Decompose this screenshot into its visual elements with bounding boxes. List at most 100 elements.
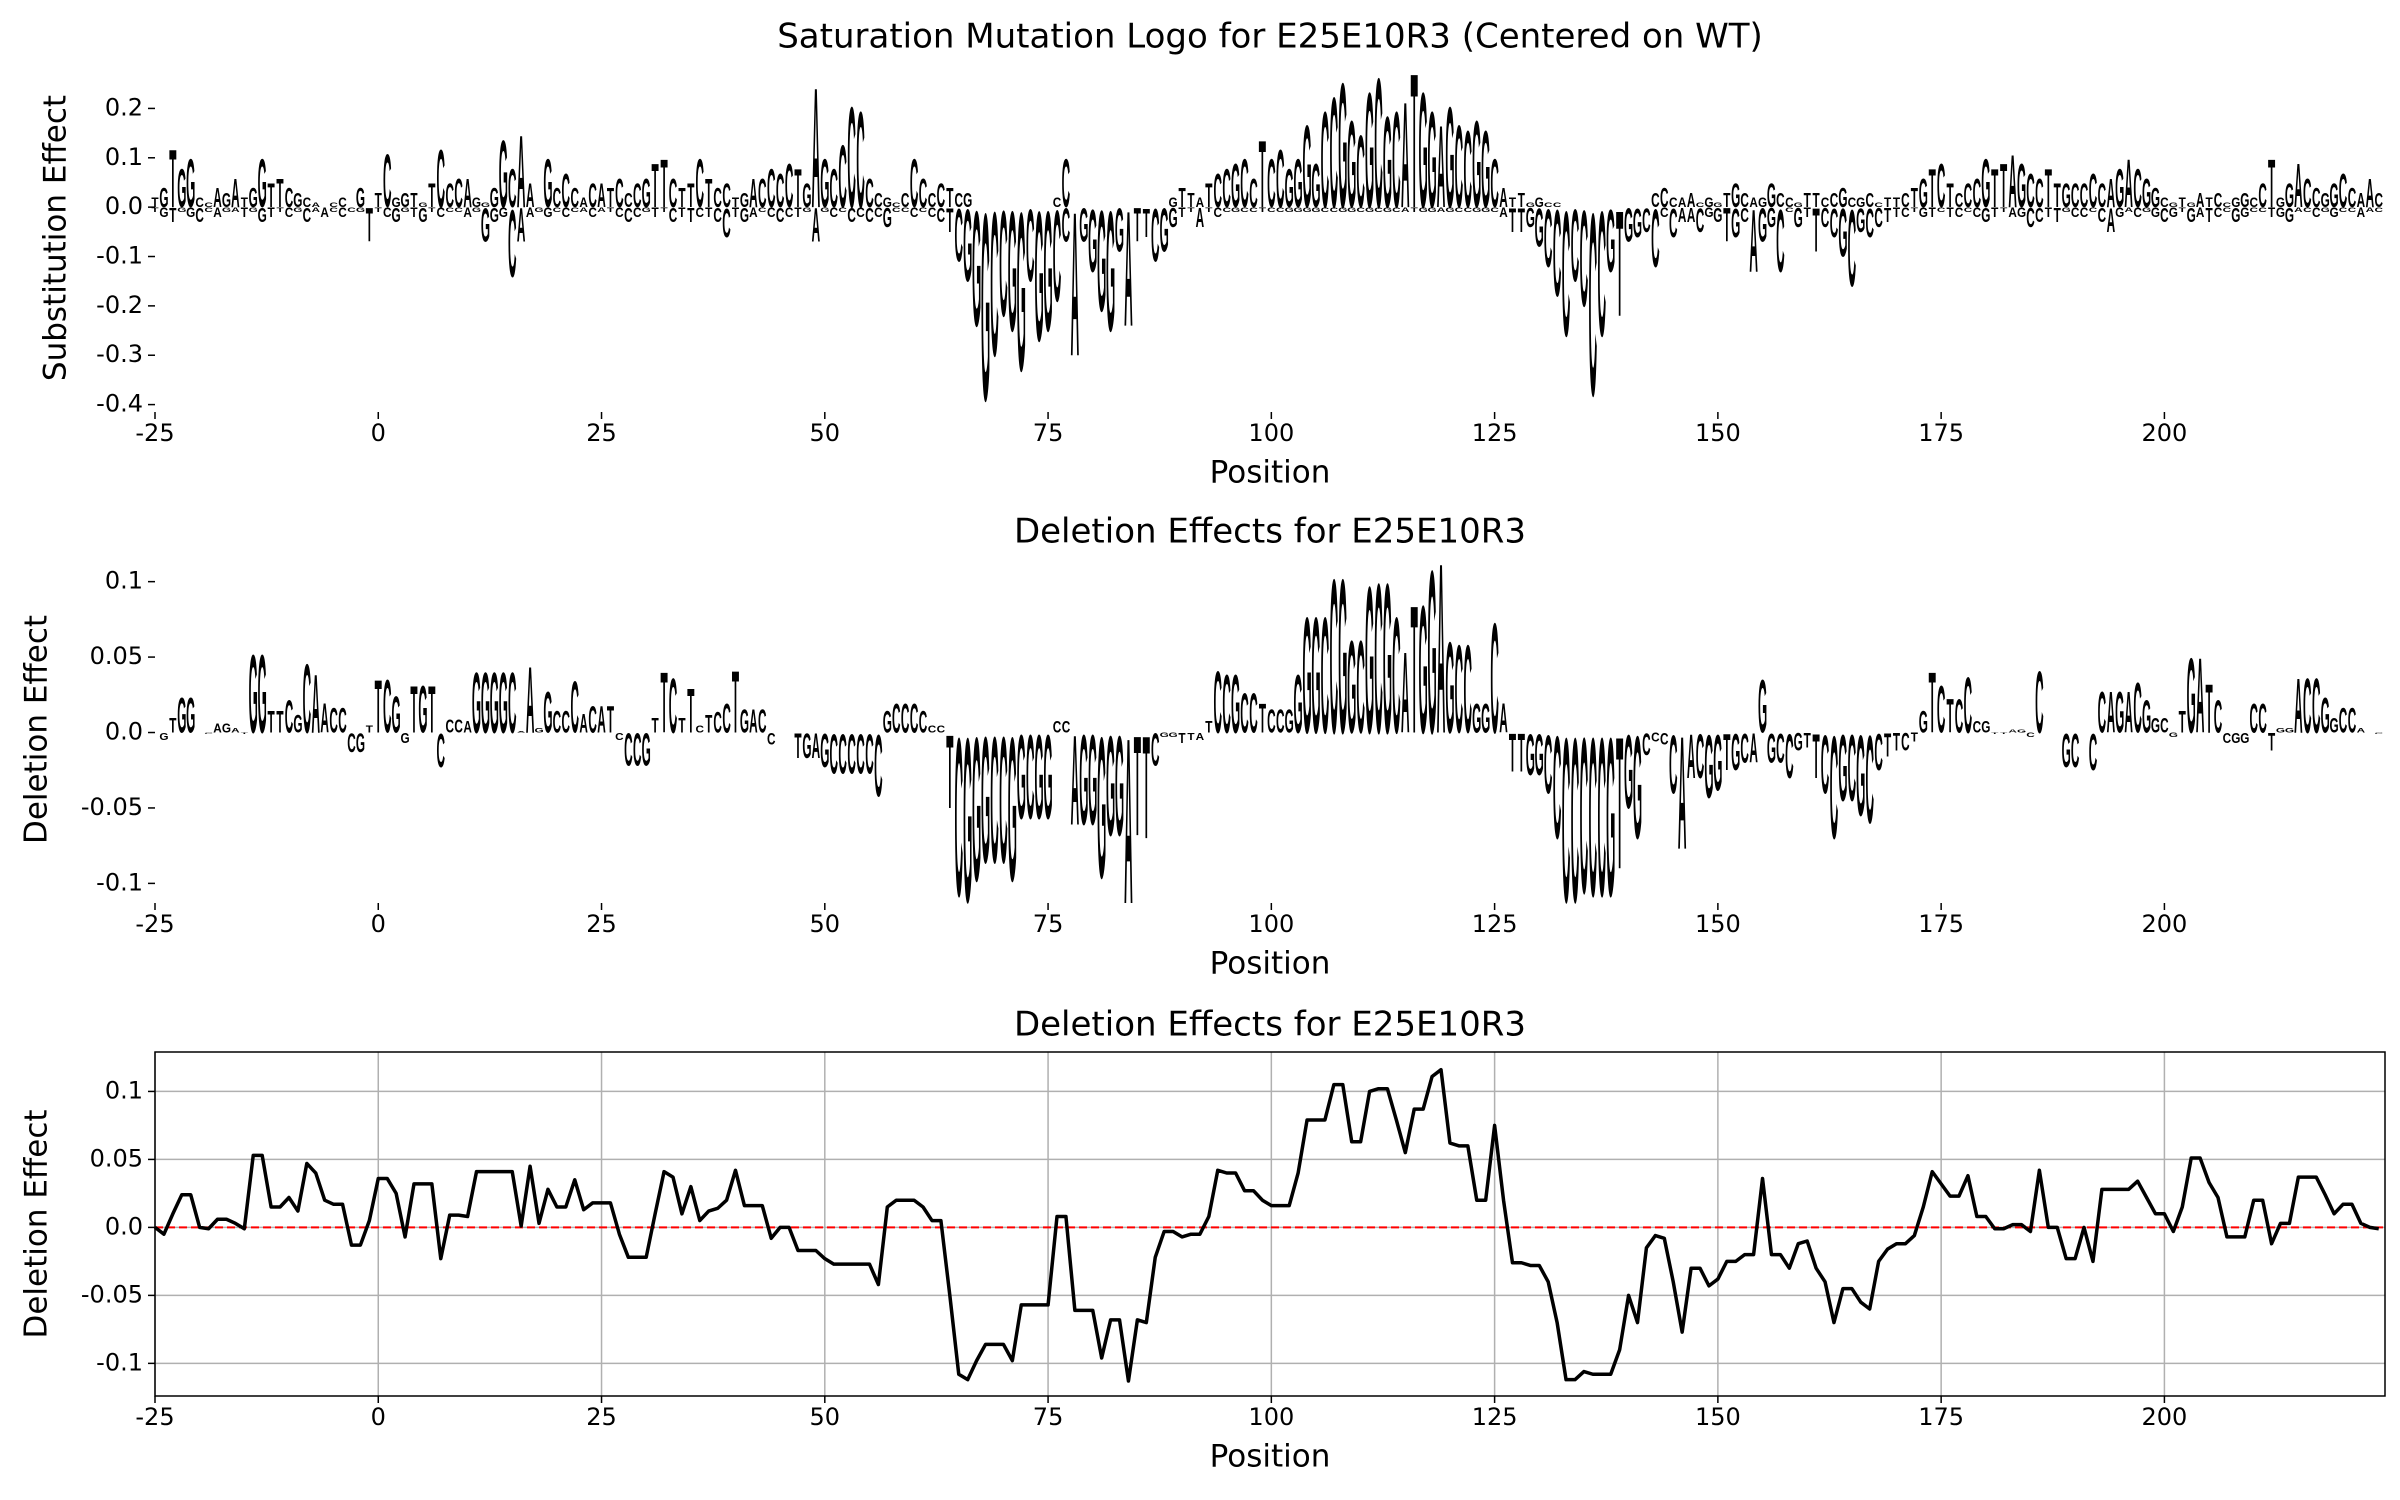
logo-letter: A [1124,176,1133,361]
logo-letter: C [383,665,392,749]
logo-letter: C [329,700,338,740]
logo-letter: T [1813,721,1820,792]
logo-letter: C [508,159,517,220]
logo-letter: C [1865,189,1874,212]
logo-letter: T [678,184,685,214]
logo-letter: G [1731,201,1740,246]
logo-letter: T [687,204,695,227]
logo-letter: T [1911,184,1918,214]
logo-letter: T [276,172,283,217]
logo-letter: G [1704,194,1713,210]
panel-title: Deletion Effects for E25E10R3 [1014,1005,1526,1045]
logo-letter: C [2312,204,2321,220]
y-tick-label: 0.05 [90,1144,143,1172]
logo-letter: G [490,654,499,751]
logo-letter: G [356,729,365,759]
logo-letter: G [1731,178,1740,215]
logo-letter: A [2357,727,2366,734]
logo-letter: T [2268,146,2275,223]
logo-letter: T [241,204,248,220]
logo-letter: C [1240,206,1249,214]
logo-letter: C [633,726,642,777]
logo-letter: G [2151,714,2160,737]
logo-letter: C [1964,178,1973,215]
logo-letter: T [2205,670,2212,748]
logo-letter: G [293,189,302,212]
logo-letter: T [1205,719,1212,738]
logo-letter: T [794,726,801,766]
logo-letter: C [624,189,633,212]
logo-letter: G [820,725,829,779]
logo-letter: T [660,206,667,214]
logo-letter: T [705,172,712,217]
logo-letter: A [463,719,472,738]
logo-letter: T [1178,204,1185,220]
logo-letter: G [2169,732,2178,739]
logo-letter: C [454,172,463,217]
logo-letter: C [990,169,999,399]
logo-letter: C [1276,206,1285,214]
logo-letter: A [320,204,329,220]
logo-letter: A [2107,202,2116,239]
x-tick-label: 175 [1918,910,1964,938]
logo-letter: A [526,204,535,220]
logo-letter: C [1865,709,1874,850]
logo-letter: C [553,206,562,214]
logo-letter: A [1678,703,1687,884]
logo-letter: G [1115,197,1124,265]
logo-letter: G [1535,198,1544,259]
logo-letter: C [1964,206,1973,214]
logo-letter: C [1776,189,1785,212]
panel: Deletion Effects for E25E10R3 Position Del… [19,512,2384,982]
logo-letter: C [338,194,347,210]
x-tick-label: 125 [1472,1403,1518,1431]
logo-letter: G [972,176,981,361]
x-tick-label: 200 [2142,910,2188,938]
logo-letter: C [1571,188,1580,303]
logo-letter: C [2098,204,2107,227]
y-tick-label: 0.0 [105,1212,143,1240]
logo-letter: G [802,726,811,766]
logo-letter: A [1196,194,1205,210]
logo-letter: T [1205,206,1212,214]
logo-letter: C [1062,146,1071,223]
logo-letter: G [1794,204,1803,234]
logo-letter: T [2045,204,2052,220]
logo-letter: G [1481,694,1490,742]
logo-letter: C [696,146,705,223]
logo-letter: C [829,722,838,786]
logo-letter: A [2008,140,2017,224]
logo-letter: G [2240,204,2249,220]
logo-letter: C [562,165,571,219]
logo-letter: C [1571,691,1580,952]
logo-letter: C [383,140,392,224]
logo-letter: A [1401,630,1410,758]
logo-letter: G [1365,545,1374,778]
logo-letter: G [2321,687,2330,743]
logo-letter: G [972,694,981,924]
logo-letter: C [347,729,356,759]
logo-letter: C [204,201,213,209]
logo-letter: A [231,172,240,217]
logo-letter: C [445,178,454,215]
logo-letter: C [1490,206,1499,214]
logo-letter: C [1276,703,1285,740]
plot-frame [154,1051,2386,1397]
logo-letter: C [1865,201,1874,246]
logo-letter: C [303,644,312,754]
logo-letter: G [490,184,499,214]
logo-letter: C [955,194,964,278]
logo-letter: C [615,172,624,217]
logo-letter: C [1785,194,1794,210]
logo-letter: C [1848,716,1857,821]
logo-letter: C [1874,725,1883,783]
logo-letter: G [1365,58,1374,243]
logo-letter: A [2124,680,2133,745]
logo-letter: T [652,204,659,220]
logo-letter: T [794,204,801,220]
logo-letter: C [758,172,767,217]
logo-letter: C [2223,730,2232,747]
logo-letter: C [588,178,597,215]
logo-letter: C [1267,206,1276,214]
logo-letter: C [1490,590,1499,766]
